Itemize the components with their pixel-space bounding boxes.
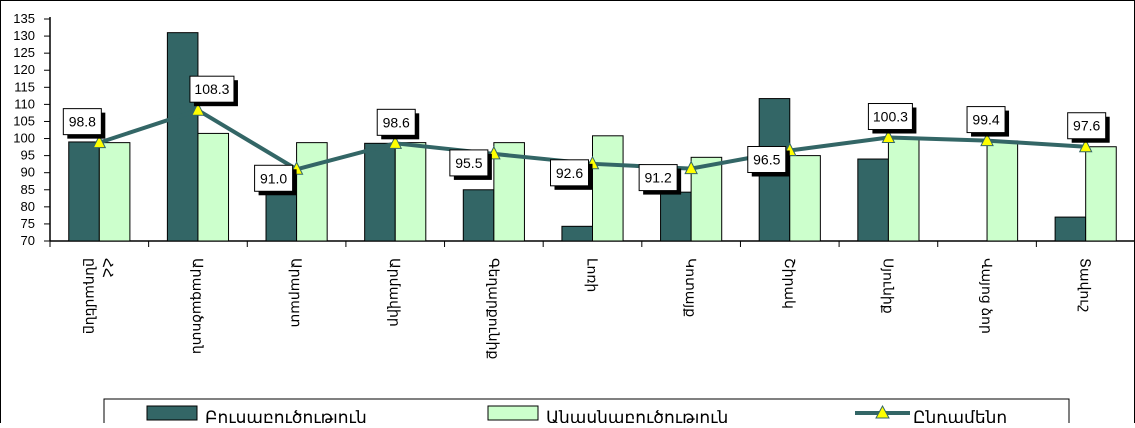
- bar-livestock: [887, 137, 920, 242]
- data-label-box: [376, 108, 416, 136]
- y-tick-label: 95: [21, 148, 35, 163]
- x-tick-label-line: Շիրակ: [782, 258, 798, 309]
- bar-crop: [857, 158, 889, 242]
- data-label-box: [189, 75, 235, 103]
- data-labels-layer: 98.8 108.3 91.0 98.6 95.5 92.6 91.2 96.5 100.3 99…: [62, 75, 1110, 196]
- data-label: 98.8: [69, 114, 96, 130]
- data-label: 96.5: [753, 151, 780, 167]
- data-label-box: [867, 103, 913, 131]
- legend-label-livestock: Անասնաբուծություն: [546, 408, 728, 423]
- bar-crop: [364, 142, 396, 242]
- y-tick-label: 115: [14, 79, 35, 94]
- legend-swatch-livestock: [487, 405, 539, 421]
- bar-crop: [660, 191, 692, 242]
- bar-livestock: [98, 142, 131, 242]
- bar-crop: [561, 225, 594, 242]
- x-tick-label: Գեղարքունիք: [486, 258, 502, 359]
- x-tick-label: Արմավիր: [387, 258, 403, 327]
- bar-livestock: [592, 135, 624, 242]
- x-tick-label-line: Գեղարքունիք: [486, 258, 502, 359]
- x-tick-label-line: Վայոց ձոր: [979, 258, 995, 334]
- x-axis: ՀՀընդամենը Արագածոտն Արարատ Արմավիր Գեղարքու…: [49, 240, 1135, 359]
- x-tick-label: Արագածոտն: [190, 258, 206, 354]
- x-tick-label-line: Արարատ: [289, 258, 305, 327]
- legend-marker-total: [875, 404, 890, 419]
- bar-crop: [1054, 216, 1087, 242]
- data-label: 92.6: [556, 165, 583, 181]
- x-tick-label: Վայոց ձոր: [979, 258, 995, 334]
- x-tick-label: Արարատ: [289, 258, 305, 327]
- y-tick-label: 110: [14, 96, 35, 111]
- total-marker: [881, 129, 896, 144]
- bar-livestock: [394, 142, 427, 242]
- data-label: 108.3: [194, 81, 229, 97]
- data-label-box: [747, 145, 787, 173]
- y-tick-label: 125: [13, 45, 35, 60]
- y-tick-label: 100: [13, 131, 35, 146]
- bar-crop: [462, 189, 495, 242]
- bars-layer: [68, 32, 1117, 242]
- total-marker: [1078, 138, 1093, 153]
- y-axis: 70 75 80 85 90 95 100 105 110 115 120 125 130 135: [13, 11, 51, 248]
- data-label: 98.6: [383, 114, 410, 130]
- data-label: 91.0: [260, 170, 287, 186]
- data-label-box: [254, 164, 294, 192]
- x-tick-label: Շիրակ: [782, 258, 798, 309]
- bar-livestock: [789, 155, 821, 242]
- legend-label-crop: Բուսաբուծություն: [205, 408, 367, 423]
- y-tick-label: 75: [21, 216, 35, 231]
- total-marker: [388, 135, 403, 149]
- x-tick-label-line: ընդամենը: [83, 258, 99, 334]
- y-tick-label: 80: [21, 199, 35, 214]
- x-tick-label-line: Արմավիր: [387, 258, 403, 327]
- data-label-box: [966, 106, 1006, 134]
- data-label: 100.3: [873, 109, 908, 125]
- x-tick-label-line: Կոտայք: [683, 258, 699, 317]
- total-marker: [92, 134, 107, 149]
- y-tick-label: 85: [21, 182, 35, 197]
- data-label: 95.5: [455, 155, 482, 171]
- bar-crop: [265, 187, 298, 242]
- y-tick-label: 70: [21, 233, 35, 248]
- data-label: 97.6: [1073, 118, 1100, 134]
- x-tick-label: ՀՀընդամենը: [83, 258, 116, 334]
- y-tick-label: 105: [13, 113, 35, 128]
- data-label: 91.2: [645, 170, 672, 186]
- total-marker: [980, 132, 994, 147]
- data-label-box: [1067, 112, 1107, 140]
- legend-swatch-crop: [146, 405, 198, 421]
- x-tick-label-line: Սյունիք: [880, 258, 896, 314]
- x-tick-label: Սյունիք: [880, 258, 896, 314]
- data-label-box: [550, 159, 589, 187]
- y-tick-label: 90: [21, 165, 35, 180]
- x-tick-label: Տավուշ: [1078, 258, 1094, 312]
- total-marker: [684, 160, 698, 175]
- legend: Բուսաբուծություն Անասնաբուծություն Ընդամ…: [103, 398, 1070, 428]
- x-tick-label-line: Տավուշ: [1078, 258, 1094, 312]
- y-tick-label: 135: [13, 11, 35, 26]
- bar-crop: [68, 141, 100, 242]
- bar-livestock: [986, 140, 1019, 242]
- y-tick-label: 130: [13, 28, 35, 43]
- bar-crop: [166, 32, 199, 242]
- x-tick-label: Լոռի: [585, 258, 601, 292]
- x-tick-label-line: Լոռի: [585, 258, 601, 292]
- bar-livestock: [296, 142, 328, 242]
- data-label-box: [449, 149, 489, 177]
- x-tick-label-line: ՀՀ: [100, 258, 116, 278]
- data-label: 99.4: [972, 112, 999, 128]
- total-marker: [191, 102, 205, 116]
- y-tick-label: 120: [13, 62, 35, 77]
- bar-livestock: [197, 132, 230, 242]
- x-tick-label-line: Արագածոտն: [190, 258, 206, 354]
- data-label-box: [638, 164, 678, 192]
- bar-livestock: [1085, 146, 1117, 242]
- legend-label-total: Ընդամենը: [913, 408, 1007, 423]
- data-label-box: [62, 108, 102, 136]
- x-tick-label: Կոտայք: [683, 258, 699, 317]
